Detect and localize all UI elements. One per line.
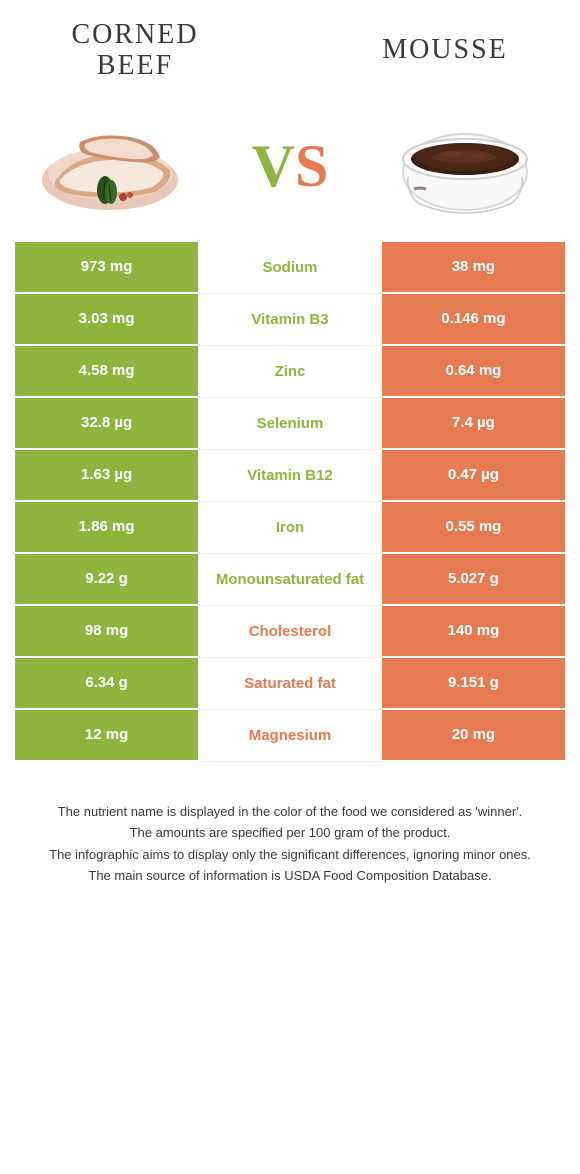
mousse-image <box>385 112 545 222</box>
header: CORNEDBEEF MOUSSE <box>15 20 565 82</box>
table-row: 6.34 gSaturated fat9.151 g <box>15 658 565 710</box>
nutrient-name: Cholesterol <box>198 606 382 658</box>
nutrient-name: Magnesium <box>198 710 382 762</box>
comparison-table: 973 mgSodium38 mg3.03 mgVitamin B30.146 … <box>15 242 565 762</box>
table-row: 32.8 µgSelenium7.4 µg <box>15 398 565 450</box>
table-row: 1.86 mgIron0.55 mg <box>15 502 565 554</box>
footer-line-1: The nutrient name is displayed in the co… <box>45 802 535 822</box>
table-row: 12 mgMagnesium20 mg <box>15 710 565 762</box>
nutrient-name: Monounsaturated fat <box>198 554 382 606</box>
right-value: 5.027 g <box>382 554 565 606</box>
nutrient-name: Vitamin B3 <box>198 294 382 346</box>
left-value: 973 mg <box>15 242 198 294</box>
nutrient-name: Zinc <box>198 346 382 398</box>
right-value: 0.146 mg <box>382 294 565 346</box>
table-row: 3.03 mgVitamin B30.146 mg <box>15 294 565 346</box>
table-row: 973 mgSodium38 mg <box>15 242 565 294</box>
vs-label: VS <box>252 132 329 201</box>
left-value: 3.03 mg <box>15 294 198 346</box>
left-value: 1.63 µg <box>15 450 198 502</box>
right-value: 20 mg <box>382 710 565 762</box>
left-value: 32.8 µg <box>15 398 198 450</box>
nutrient-name: Iron <box>198 502 382 554</box>
title-right: MOUSSE <box>345 35 545 66</box>
right-value: 140 mg <box>382 606 565 658</box>
left-value: 12 mg <box>15 710 198 762</box>
right-value: 9.151 g <box>382 658 565 710</box>
footer-line-4: The main source of information is USDA F… <box>45 866 535 886</box>
title-left: CORNEDBEEF <box>35 20 235 82</box>
right-value: 0.64 mg <box>382 346 565 398</box>
nutrient-name: Saturated fat <box>198 658 382 710</box>
corned-beef-image <box>35 112 195 222</box>
table-row: 1.63 µgVitamin B120.47 µg <box>15 450 565 502</box>
images-row: VS <box>15 112 565 222</box>
footer-line-2: The amounts are specified per 100 gram o… <box>45 823 535 843</box>
vs-s: S <box>295 133 328 199</box>
right-value: 0.47 µg <box>382 450 565 502</box>
left-value: 98 mg <box>15 606 198 658</box>
footer-notes: The nutrient name is displayed in the co… <box>15 802 565 886</box>
nutrient-name: Sodium <box>198 242 382 294</box>
footer-line-3: The infographic aims to display only the… <box>45 845 535 865</box>
left-value: 6.34 g <box>15 658 198 710</box>
left-value: 4.58 mg <box>15 346 198 398</box>
left-value: 1.86 mg <box>15 502 198 554</box>
table-row: 98 mgCholesterol140 mg <box>15 606 565 658</box>
right-value: 7.4 µg <box>382 398 565 450</box>
vs-v: V <box>252 133 295 199</box>
left-value: 9.22 g <box>15 554 198 606</box>
table-row: 4.58 mgZinc0.64 mg <box>15 346 565 398</box>
right-value: 38 mg <box>382 242 565 294</box>
nutrient-name: Vitamin B12 <box>198 450 382 502</box>
table-row: 9.22 gMonounsaturated fat5.027 g <box>15 554 565 606</box>
nutrient-name: Selenium <box>198 398 382 450</box>
right-value: 0.55 mg <box>382 502 565 554</box>
